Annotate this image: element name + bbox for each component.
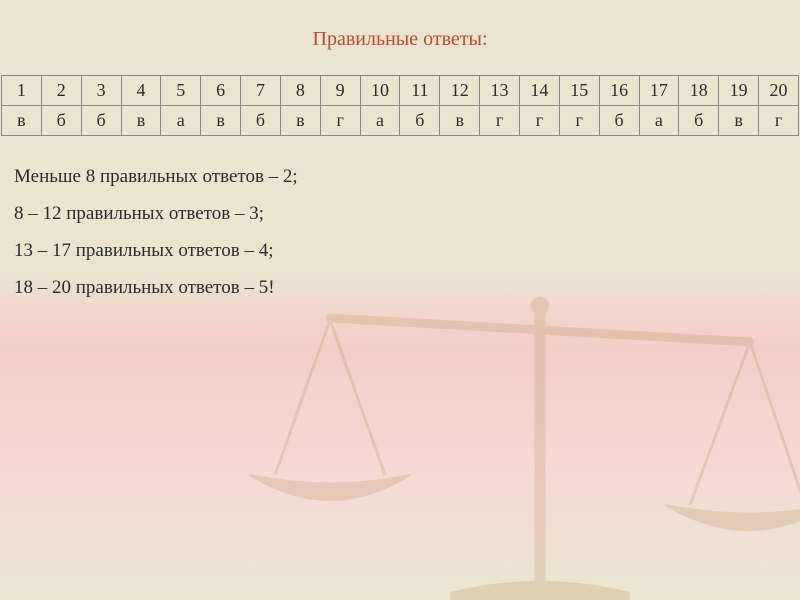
table-cell: 16 — [599, 76, 639, 106]
table-cell: б — [41, 106, 81, 136]
grading-list: Меньше 8 правильных ответов – 2; 8 – 12 … — [14, 158, 800, 306]
table-cell: в — [201, 106, 241, 136]
table-cell: 11 — [400, 76, 440, 106]
table-cell: в — [2, 106, 42, 136]
table-cell: 19 — [719, 76, 759, 106]
page-title: Правильные ответы: — [0, 0, 800, 51]
grading-line: 8 – 12 правильных ответов – 3; — [14, 195, 800, 232]
table-cell: 3 — [81, 76, 121, 106]
table-cell: 15 — [559, 76, 599, 106]
table-cell: 7 — [241, 76, 281, 106]
grading-line: Меньше 8 правильных ответов – 2; — [14, 158, 800, 195]
table-cell: б — [241, 106, 281, 136]
table-cell: г — [519, 106, 559, 136]
table-row-answers: в б б в а в б в г а б в г г г б а б в г — [2, 106, 799, 136]
table-cell: 13 — [480, 76, 520, 106]
table-cell: 5 — [161, 76, 201, 106]
table-cell: г — [480, 106, 520, 136]
table-cell: в — [121, 106, 161, 136]
grading-line: 13 – 17 правильных ответов – 4; — [14, 232, 800, 269]
table-cell: г — [759, 106, 799, 136]
answers-table-wrap: 1 2 3 4 5 6 7 8 9 10 11 12 13 14 15 16 1… — [1, 75, 799, 136]
table-cell: 6 — [201, 76, 241, 106]
answers-table: 1 2 3 4 5 6 7 8 9 10 11 12 13 14 15 16 1… — [1, 75, 799, 136]
table-cell: 17 — [639, 76, 679, 106]
table-cell: в — [280, 106, 320, 136]
table-cell: а — [360, 106, 400, 136]
table-cell: 8 — [280, 76, 320, 106]
table-row-numbers: 1 2 3 4 5 6 7 8 9 10 11 12 13 14 15 16 1… — [2, 76, 799, 106]
table-cell: г — [320, 106, 360, 136]
table-cell: б — [81, 106, 121, 136]
table-cell: 1 — [2, 76, 42, 106]
table-cell: 12 — [440, 76, 480, 106]
table-cell: 4 — [121, 76, 161, 106]
table-cell: г — [559, 106, 599, 136]
table-cell: в — [719, 106, 759, 136]
table-cell: б — [400, 106, 440, 136]
scales-icon — [180, 270, 800, 600]
table-cell: 10 — [360, 76, 400, 106]
table-cell: 14 — [519, 76, 559, 106]
table-cell: б — [679, 106, 719, 136]
table-cell: 2 — [41, 76, 81, 106]
table-cell: б — [599, 106, 639, 136]
grading-line: 18 – 20 правильных ответов – 5! — [14, 269, 800, 306]
table-cell: в — [440, 106, 480, 136]
table-cell: 20 — [759, 76, 799, 106]
table-cell: 18 — [679, 76, 719, 106]
table-cell: а — [161, 106, 201, 136]
table-cell: а — [639, 106, 679, 136]
table-cell: 9 — [320, 76, 360, 106]
